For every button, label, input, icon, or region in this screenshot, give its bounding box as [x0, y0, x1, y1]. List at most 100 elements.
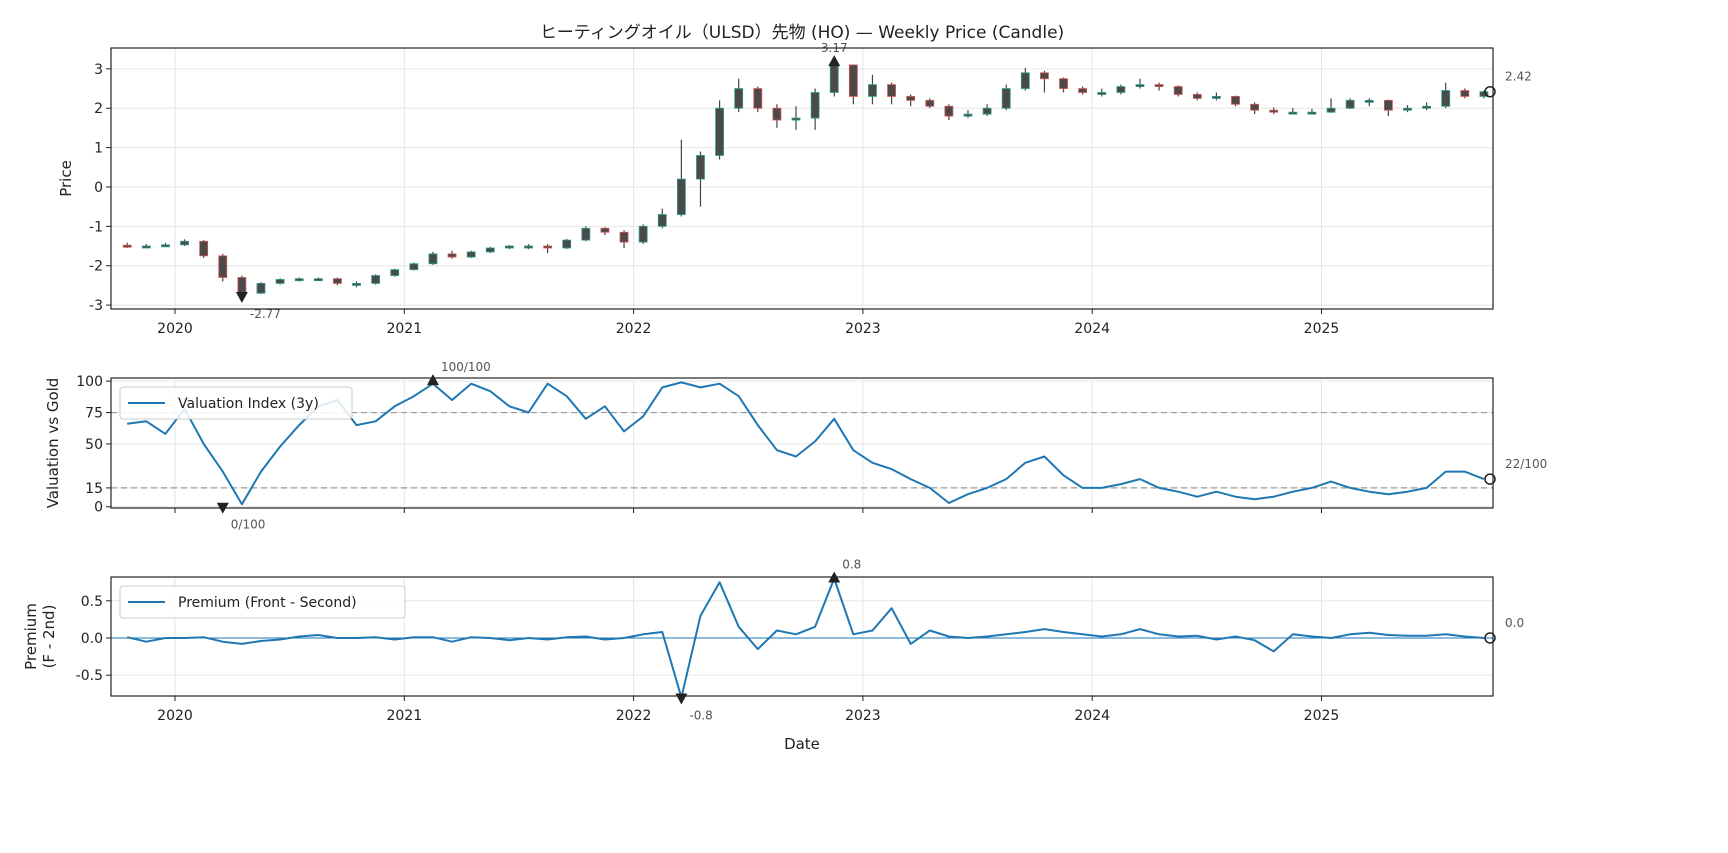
max-label: 100/100 [441, 360, 491, 374]
candle-body [581, 227, 591, 241]
candle-body [1326, 107, 1336, 113]
x-tick-label: 2025 [1304, 321, 1340, 337]
y-tick-label: 100 [76, 374, 103, 390]
y-tick-label: -2 [89, 259, 103, 275]
candle-body [371, 275, 381, 284]
candle-body [1097, 92, 1107, 95]
x-tick-label: 2022 [616, 708, 652, 724]
candle-body [1345, 99, 1355, 109]
x-tick-label: 2021 [386, 708, 422, 724]
price-panel: 2020 2021 2022 2023 2024 20253210-1-2-33.17-2… [57, 41, 1532, 337]
candle-body [848, 64, 858, 97]
min-label: -2.77 [250, 307, 281, 321]
candle-body [1269, 109, 1279, 113]
legend-label: Valuation Index (3y) [178, 396, 319, 412]
candle-body [829, 64, 839, 93]
y-tick-label: 0.5 [81, 594, 103, 610]
candle-body [734, 88, 744, 109]
legend-label: Premium (Front - Second) [178, 595, 357, 611]
x-tick-label: 2020 [157, 321, 193, 337]
y-tick-label: -3 [89, 298, 103, 314]
legend-box [119, 386, 353, 420]
candle-body [485, 247, 495, 253]
candle-body [352, 283, 361, 286]
y-tick-label: 1 [94, 141, 103, 157]
candle-body [982, 107, 992, 115]
candle-body [294, 278, 304, 282]
candle-body [237, 277, 247, 294]
axes-frame [110, 576, 1494, 697]
candle-body [1020, 72, 1030, 89]
plot-area [111, 577, 1493, 696]
min-marker-icon [675, 693, 688, 705]
x-tick-label: 2024 [1074, 321, 1110, 337]
candle-body [772, 107, 782, 121]
candle-body [524, 245, 533, 249]
premium-panel: 2020 2021 2022 2023 2024 2025 0.5 0.0 -0.5 Premiu… [22, 557, 1524, 753]
candle-body [1364, 99, 1374, 103]
y-tick-label: 0 [94, 180, 103, 196]
series-line [126, 577, 1484, 696]
axes-frame [110, 47, 1494, 310]
candle-body [390, 269, 400, 276]
candle-body [1288, 111, 1298, 115]
candle-body [715, 107, 724, 156]
y-axis-label: (F - 2nd) [40, 605, 58, 669]
candle-body [218, 255, 228, 278]
candle-body [543, 245, 553, 249]
candle-body [1383, 99, 1393, 111]
candle-body [180, 240, 189, 246]
y-tick-label: 50 [85, 437, 103, 453]
y-tick-label: 75 [85, 406, 103, 422]
x-tick-label: 2023 [845, 321, 881, 337]
candle-body [333, 278, 342, 284]
chart-title: ヒーティングオイル（ULSD）先物 (HO) — Weekly Price (C… [540, 23, 1064, 43]
candle-body [619, 231, 629, 243]
candle-body [1231, 96, 1240, 105]
candle-body [1078, 88, 1088, 93]
max-marker-icon [426, 374, 439, 386]
candle-body [275, 279, 285, 284]
candle-body [1250, 103, 1260, 111]
plot-area [127, 381, 1485, 506]
candle-body [1460, 90, 1470, 97]
y-axis-label: Valuation vs Gold [44, 378, 62, 509]
candle-body [1479, 91, 1489, 97]
candle-body [409, 263, 419, 271]
candle-body [868, 84, 877, 97]
valuation-panel: 100 75 50 15 0 Valuation Index (3y) 100/100 0/1… [44, 360, 1547, 532]
candle-body [638, 225, 648, 243]
series-line [127, 381, 1485, 506]
y-axis-label: Price [57, 160, 75, 197]
candle-body [906, 96, 916, 101]
candle-body [428, 253, 438, 265]
candle-body [1059, 78, 1068, 89]
y-tick-label: -1 [89, 219, 103, 235]
candle-body [1403, 107, 1412, 111]
y-tick-label: 3 [94, 62, 103, 78]
candle-body [963, 113, 973, 117]
x-tick-label: 2022 [616, 321, 652, 337]
candle-body [141, 245, 151, 249]
x-tick-label: 2025 [1304, 708, 1340, 724]
y-tick-label: 0.0 [81, 631, 103, 647]
x-axis-label: Date [784, 735, 820, 753]
candle-body [256, 283, 266, 294]
candle-body [447, 253, 457, 258]
x-tick-label: 2020 [157, 708, 193, 724]
y-tick-label: 15 [85, 481, 103, 497]
min-label: 0/100 [231, 518, 266, 532]
legend: Premium (Front - Second) [119, 585, 406, 619]
candle-body [1154, 84, 1164, 88]
max-label: 0.8 [842, 557, 861, 571]
x-tick-label: 2024 [1074, 708, 1110, 724]
y-tick-label: 2 [94, 101, 103, 117]
candle-body [1307, 111, 1317, 115]
x-tick-label: 2021 [386, 321, 422, 337]
last-value-marker-icon [1484, 632, 1496, 644]
candle-body [1135, 84, 1145, 88]
candle-body [313, 278, 323, 282]
x-tick-label: 2023 [845, 708, 881, 724]
candle-body [944, 105, 954, 117]
